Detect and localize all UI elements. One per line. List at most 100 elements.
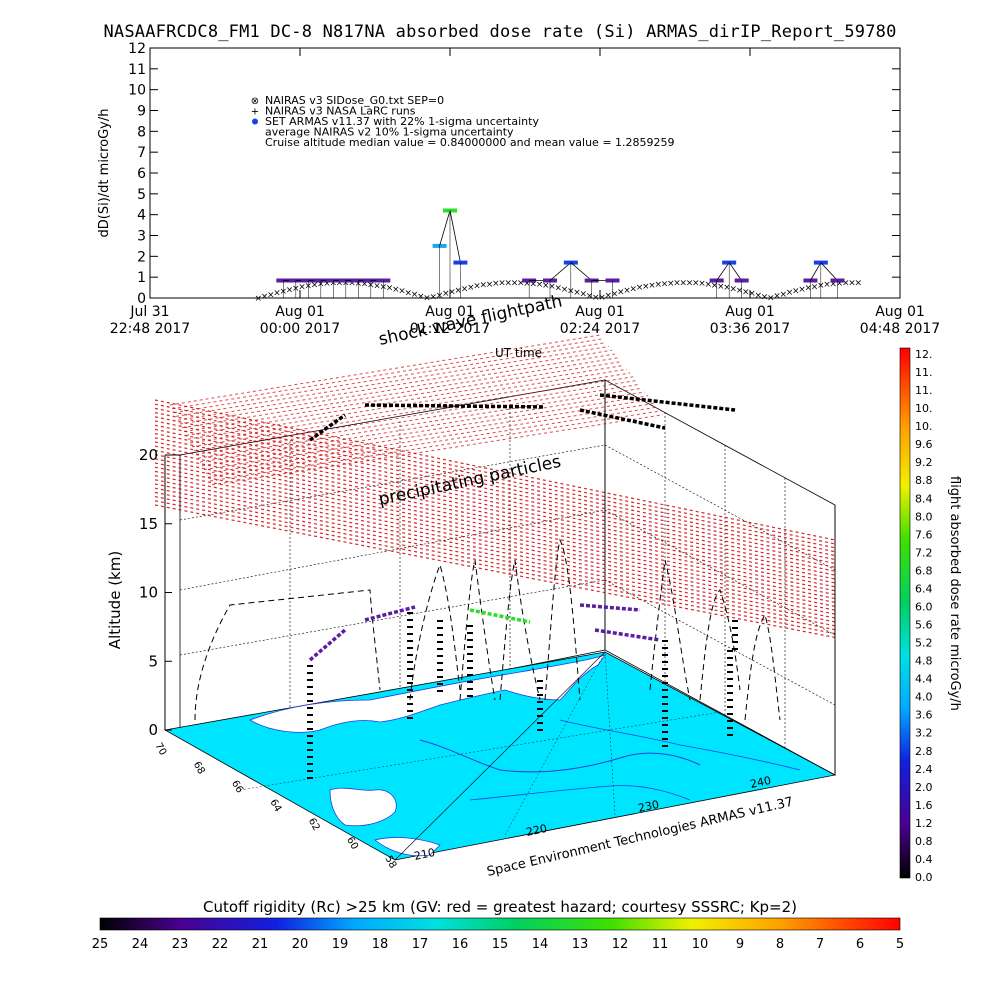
right-colorbar-tick: 6.4 [915, 582, 933, 595]
model-marker: × [673, 278, 681, 288]
model-marker: × [830, 279, 838, 289]
y-tick-label: 2 [137, 249, 146, 265]
model-marker: × [786, 288, 794, 298]
flight-descent-marker [437, 634, 443, 636]
legend-marker [252, 118, 258, 125]
model-marker: × [505, 278, 513, 288]
model-marker: × [680, 278, 688, 288]
right-colorbar-tick: 8.0 [915, 510, 933, 523]
flight-descent-marker [407, 675, 413, 677]
flight-descent-marker [662, 710, 668, 712]
flight-descent-marker [307, 777, 313, 779]
y-tick-label: 1 [137, 270, 146, 286]
model-marker: × [798, 285, 806, 295]
mesh-line [197, 387, 643, 459]
right-colorbar-tick: 10. [915, 420, 933, 433]
right-colorbar-tick: 6.8 [915, 564, 933, 577]
shock-wave-annotation: shock wave flightpath [377, 291, 564, 349]
bottom-colorbar-tick: 13 [572, 937, 589, 952]
flight-descent-marker [732, 620, 738, 622]
flight-descent-marker [307, 735, 313, 737]
flight-descent-marker [407, 689, 413, 691]
model-marker: × [448, 287, 456, 297]
right-colorbar-tick: 6.0 [915, 600, 933, 613]
flight-descent-marker [727, 657, 733, 659]
flight-descent-marker [307, 770, 313, 772]
model-marker: × [273, 289, 281, 299]
model-marker: × [761, 293, 769, 303]
right-colorbar-tick: 5.6 [915, 619, 933, 632]
flight-descent-marker [307, 756, 313, 758]
series-connector [439, 210, 451, 247]
model-marker: × [411, 290, 419, 300]
right-colorbar-tick: 1.6 [915, 799, 933, 812]
model-marker: × [736, 286, 744, 296]
y-tick-label-3d: 70 [152, 741, 168, 758]
model-marker: × [667, 279, 675, 289]
flight-descent-marker [727, 713, 733, 715]
y-tick-label: 3 [137, 229, 146, 245]
right-colorbar-tick: 10. [915, 402, 933, 415]
model-marker: × [555, 283, 563, 293]
right-colorbar-tick: 11. [915, 366, 933, 379]
flight-descent-marker [307, 665, 313, 667]
model-marker: × [730, 284, 738, 294]
model-marker: × [311, 280, 319, 290]
flight-segment [579, 603, 641, 612]
model-marker: × [398, 287, 406, 297]
armas-series [276, 208, 845, 298]
model-marker: × [473, 282, 481, 292]
right-colorbar-tick: 12. [915, 348, 933, 361]
right-colorbar-tick: 0.0 [915, 871, 933, 884]
y-tick-label: 6 [137, 166, 146, 182]
model-marker: × [486, 280, 494, 290]
flight-descent-marker [662, 696, 668, 698]
precipitating-particles-mesh [154, 334, 836, 639]
model-marker: × [336, 278, 344, 288]
model-marker: × [586, 291, 594, 301]
x-tick-date: Aug 01 [275, 304, 325, 320]
flight-descent-marker [727, 720, 733, 722]
x-tick-label-3d: 240 [749, 774, 772, 791]
right-colorbar: 12. 11. 11. 10. 10. 9.6 9.2 8.8 8.4 8.0 7.6 7.2 6.8 6… [899, 347, 962, 884]
flight-descent-marker [407, 703, 413, 705]
model-marker: × [361, 280, 369, 290]
model-marker: × [711, 281, 719, 291]
bottom-colorbar-tick: 9 [736, 937, 744, 952]
flight-descent-marker [407, 647, 413, 649]
mesh-line [154, 479, 836, 615]
flight-descent-marker [732, 627, 738, 629]
flight-descent-marker [727, 650, 733, 652]
model-marker: × [423, 294, 431, 304]
land-area [249, 654, 607, 733]
bottom-colorbar-tick: 7 [816, 937, 824, 952]
model-marker: × [573, 288, 581, 298]
model-marker: × [655, 280, 663, 290]
x-tick-date: Aug 01 [725, 304, 775, 320]
mesh-line [154, 412, 836, 553]
series-connector [820, 262, 838, 281]
flight-descent-marker [662, 724, 668, 726]
flight-descent-marker [407, 717, 413, 719]
x-tick-label-3d: 220 [525, 822, 548, 839]
flight-segment [308, 413, 347, 442]
right-colorbar-tick: 7.6 [915, 528, 933, 541]
bottom-colorbar-label: Cutoff rigidity (Rc) >25 km (GV: red = g… [203, 898, 797, 916]
model-marker: × [773, 292, 781, 302]
flight-descent-marker [727, 685, 733, 687]
model-marker: × [392, 285, 400, 295]
flight-descent-marker [307, 679, 313, 681]
mesh-line [185, 364, 625, 436]
model-marker: × [805, 284, 813, 294]
mesh-line [175, 345, 610, 417]
mesh-line [154, 399, 836, 541]
bottom-colorbar-tick: 25 [92, 937, 109, 952]
y-tick-label: 8 [137, 124, 146, 140]
flight-descent-marker [467, 632, 473, 634]
flight-descent-marker [407, 626, 413, 628]
model-marker: × [255, 294, 263, 304]
flight-descent-marker [537, 694, 543, 696]
flight-descent-marker [467, 625, 473, 627]
legend-entry: NAIRAS v3 SIDose_G0.txt SEP=0 [265, 94, 444, 107]
